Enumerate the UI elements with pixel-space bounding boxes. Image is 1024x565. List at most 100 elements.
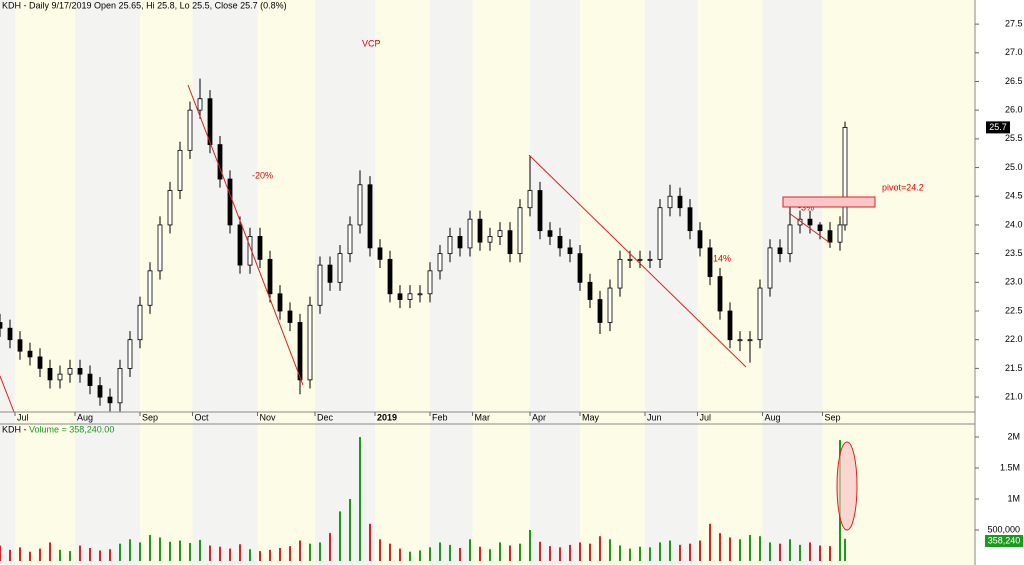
candle-body	[367, 184, 373, 249]
volume-bar	[769, 542, 771, 561]
candle-body	[47, 367, 53, 381]
y-tick-label: 25.0	[1005, 162, 1023, 172]
candle-body	[547, 230, 553, 237]
candle-body	[287, 310, 293, 323]
candle-body	[87, 373, 93, 387]
volume-bar	[729, 537, 731, 561]
y-tick-label: 24.5	[1005, 191, 1023, 201]
volume-bar	[49, 542, 51, 561]
candle-body	[177, 149, 183, 191]
volume-bar	[829, 546, 831, 561]
candle-body	[747, 339, 753, 342]
candle-body	[487, 236, 493, 243]
month-stripe	[697, 0, 763, 565]
candle-body	[657, 207, 663, 260]
volume-bar	[579, 542, 581, 561]
x-tick-label: Oct	[195, 412, 210, 422]
background	[0, 0, 975, 565]
candle-body	[0, 322, 3, 329]
candle-body	[827, 230, 833, 243]
volume-bar	[679, 544, 681, 561]
month-stripe	[530, 0, 580, 565]
month-stripe	[645, 0, 698, 565]
candle-body	[337, 253, 343, 283]
candle-body	[717, 276, 723, 312]
volume-bar	[659, 542, 661, 561]
candle-body	[637, 258, 643, 261]
volume-bar	[529, 530, 531, 561]
trend-line	[528, 154, 747, 368]
month-stripe	[315, 0, 375, 565]
price-badge-label: 25.7	[989, 122, 1007, 132]
candle-body	[837, 224, 843, 243]
volume-bar	[239, 544, 241, 561]
y-tick-label: 21.0	[1005, 391, 1023, 401]
candle-body	[497, 230, 503, 237]
annotation: VCP	[362, 38, 381, 48]
candle-body	[57, 373, 63, 381]
candle-body	[607, 287, 613, 323]
candle-body	[687, 207, 693, 232]
candle-body	[467, 218, 473, 249]
plot	[0, 78, 848, 561]
candle-body	[527, 190, 533, 209]
volume-bar	[399, 548, 401, 561]
x-tick-label: Apr	[532, 412, 546, 422]
month-stripe	[15, 0, 75, 565]
x-tick-label: Sep	[142, 412, 158, 422]
annotation: -14%	[710, 253, 731, 263]
candle-body	[137, 304, 143, 341]
volume-bar	[739, 539, 741, 561]
annotation: -20%	[252, 170, 273, 180]
candle-body	[677, 195, 683, 209]
volume-bar	[99, 550, 101, 561]
volume-bar	[509, 545, 511, 561]
volume-bar	[249, 549, 251, 561]
volume-bar	[689, 543, 691, 561]
candle-body	[17, 339, 23, 352]
candle-body	[842, 126, 848, 226]
candle-body	[77, 367, 83, 375]
candle-body	[567, 247, 573, 255]
candle-body	[577, 253, 583, 283]
month-stripe	[257, 0, 315, 565]
volume-tick-label: 1.5M	[1000, 462, 1020, 472]
candle-body	[697, 230, 703, 249]
x-tick-label: Feb	[432, 412, 448, 422]
candle-body	[727, 310, 733, 341]
trend-line	[788, 212, 831, 244]
y-tick-label: 21.5	[1005, 363, 1023, 373]
candle-body	[707, 247, 713, 277]
candle-body	[237, 224, 243, 266]
volume-badge	[985, 535, 1023, 547]
candle-body	[807, 218, 813, 226]
volume-bar	[269, 549, 271, 561]
candle-body	[167, 190, 173, 226]
volume-bar	[449, 544, 451, 561]
volume-tick-label: 2M	[1007, 431, 1020, 441]
candle-body	[37, 356, 43, 369]
candle-body	[7, 327, 13, 341]
volume-bar	[149, 534, 151, 561]
volume-bar	[229, 548, 231, 561]
volume-bar	[589, 543, 591, 561]
volume-bar	[79, 545, 81, 561]
y-tick-label: 27.5	[1005, 18, 1023, 28]
month-stripe	[375, 0, 430, 565]
volume-bar	[299, 540, 301, 561]
volume-title: Volume = 358,240.00	[29, 424, 114, 434]
month-stripe	[472, 0, 530, 565]
candle-body	[67, 367, 73, 375]
candle-body	[107, 396, 113, 404]
candle-body	[207, 98, 213, 146]
volume-bar	[189, 543, 191, 561]
candle-body	[557, 236, 563, 249]
volume-bar	[709, 523, 711, 561]
volume-bar	[59, 549, 61, 561]
candle-body	[767, 247, 773, 289]
chart-title: KDH - Daily 9/17/2019 Open 25.65, Hi 25.…	[2, 0, 287, 10]
volume-bar	[419, 550, 421, 561]
candle-body	[587, 281, 593, 300]
candle-body	[227, 178, 233, 226]
